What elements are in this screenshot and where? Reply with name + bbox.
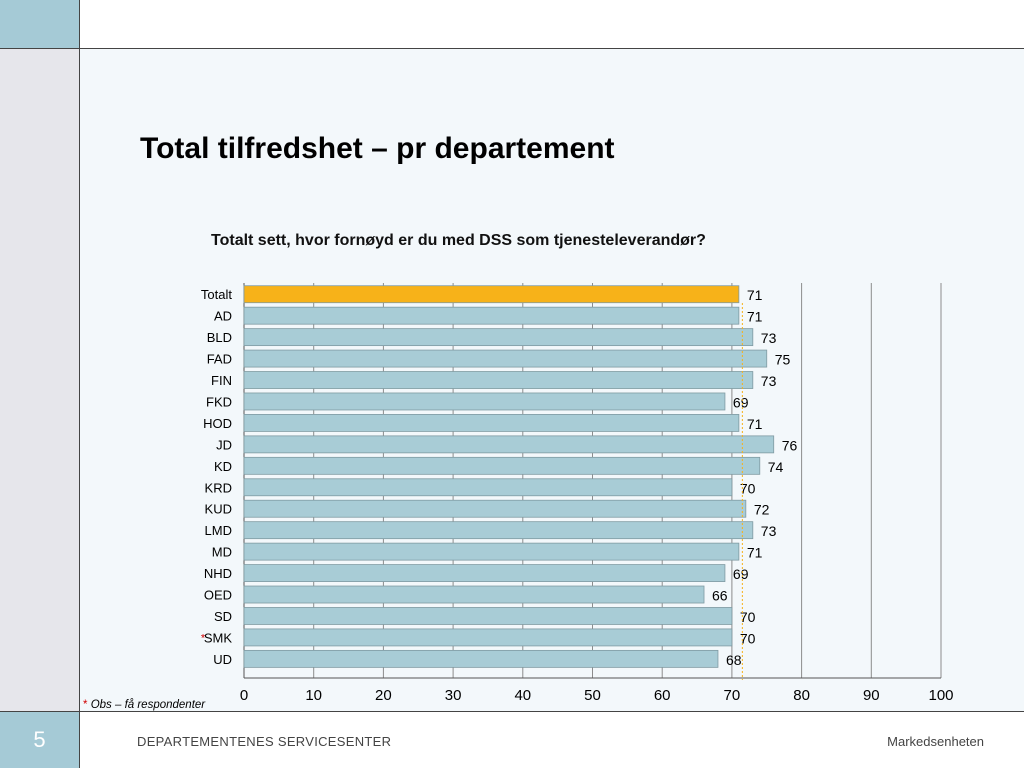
category-label: JD [216,437,232,452]
category-label: MD [212,545,232,560]
bar [243,392,726,411]
value-label: 73 [761,330,777,346]
category-label: LMD [205,523,232,538]
value-label: 69 [733,394,749,410]
bar [243,349,768,368]
x-tick-label: 10 [305,687,322,704]
header-accent-block [0,0,79,48]
bar [243,521,754,540]
category-label: HOD [203,416,232,431]
category-label: UD [213,652,232,667]
category-label: NHD [204,566,232,581]
category-label: FAD [207,352,232,367]
footnote-text: Obs – få respondenter [90,699,206,711]
value-label: 73 [761,373,777,389]
footnote-marker: * [83,699,88,711]
x-tick-label: 50 [584,687,601,704]
slide-title: Total tilfredshet – pr departement [140,132,615,165]
bar [243,456,761,475]
chart-title: Totalt sett, hvor fornøyd er du med DSS … [211,232,706,249]
x-tick-label: 40 [514,687,531,704]
category-label: KUD [205,502,232,517]
page-number: 5 [33,727,46,752]
value-label: 71 [747,309,763,325]
footer-organization: DEPARTEMENTENES SERVICESENTER [137,734,392,749]
category-label: KD [214,459,232,474]
bar [243,371,754,389]
value-label: 75 [775,352,791,368]
bar [243,328,754,347]
value-label: 71 [747,416,763,432]
bar [243,585,705,604]
value-label: 74 [768,459,784,475]
x-tick-label: 70 [724,687,741,704]
footer [80,712,1024,768]
category-label: BLD [207,330,232,345]
sidebar-divider [79,0,80,768]
category-marker: * [201,632,206,644]
category-label: OED [204,588,232,603]
value-label: 69 [733,566,749,582]
category-label: FKD [206,394,232,409]
value-label: 73 [761,523,777,539]
header-divider [0,48,1024,49]
bar [243,607,733,625]
category-label: SMK [204,630,233,645]
category-label: Totalt [201,287,232,302]
bar [243,435,775,454]
category-label: AD [214,309,232,324]
bar [243,649,719,668]
x-tick-label: 60 [654,687,671,704]
footer-accent-block [0,712,79,768]
header-strip [80,0,1024,48]
x-tick-label: 0 [240,687,248,704]
value-label: 66 [712,588,728,604]
bar [243,285,740,304]
x-tick-label: 30 [445,687,462,704]
value-label: 72 [754,502,770,518]
left-sidebar-band [0,49,79,711]
x-tick-label: 100 [928,687,953,704]
value-label: 68 [726,652,742,668]
x-tick-label: 20 [375,687,392,704]
bar [243,628,733,647]
value-label: 70 [740,609,756,625]
footer-divider [0,711,1024,712]
x-tick-label: 90 [863,687,880,704]
bar [243,414,740,432]
footnote: * Obs – få respondenter [83,699,205,711]
bar [243,306,740,325]
category-label: KRD [205,480,232,495]
x-tick-label: 80 [793,687,810,704]
bar [243,478,733,497]
value-label: 71 [747,545,763,561]
bar-chart: Totalt 71 AD 71 BLD 73 FAD 75 FIN 73 FKD 69 HOD 71 JD 7… [201,283,954,704]
category-label: SD [214,609,232,624]
category-label: FIN [211,373,232,388]
value-label: 76 [782,437,798,453]
bar [243,564,726,582]
bar [243,499,747,518]
value-label: 70 [740,480,756,496]
value-label: 71 [747,287,763,303]
bar [243,542,740,561]
value-label: 70 [740,630,756,646]
footer-department: Markedsenheten [887,734,984,749]
